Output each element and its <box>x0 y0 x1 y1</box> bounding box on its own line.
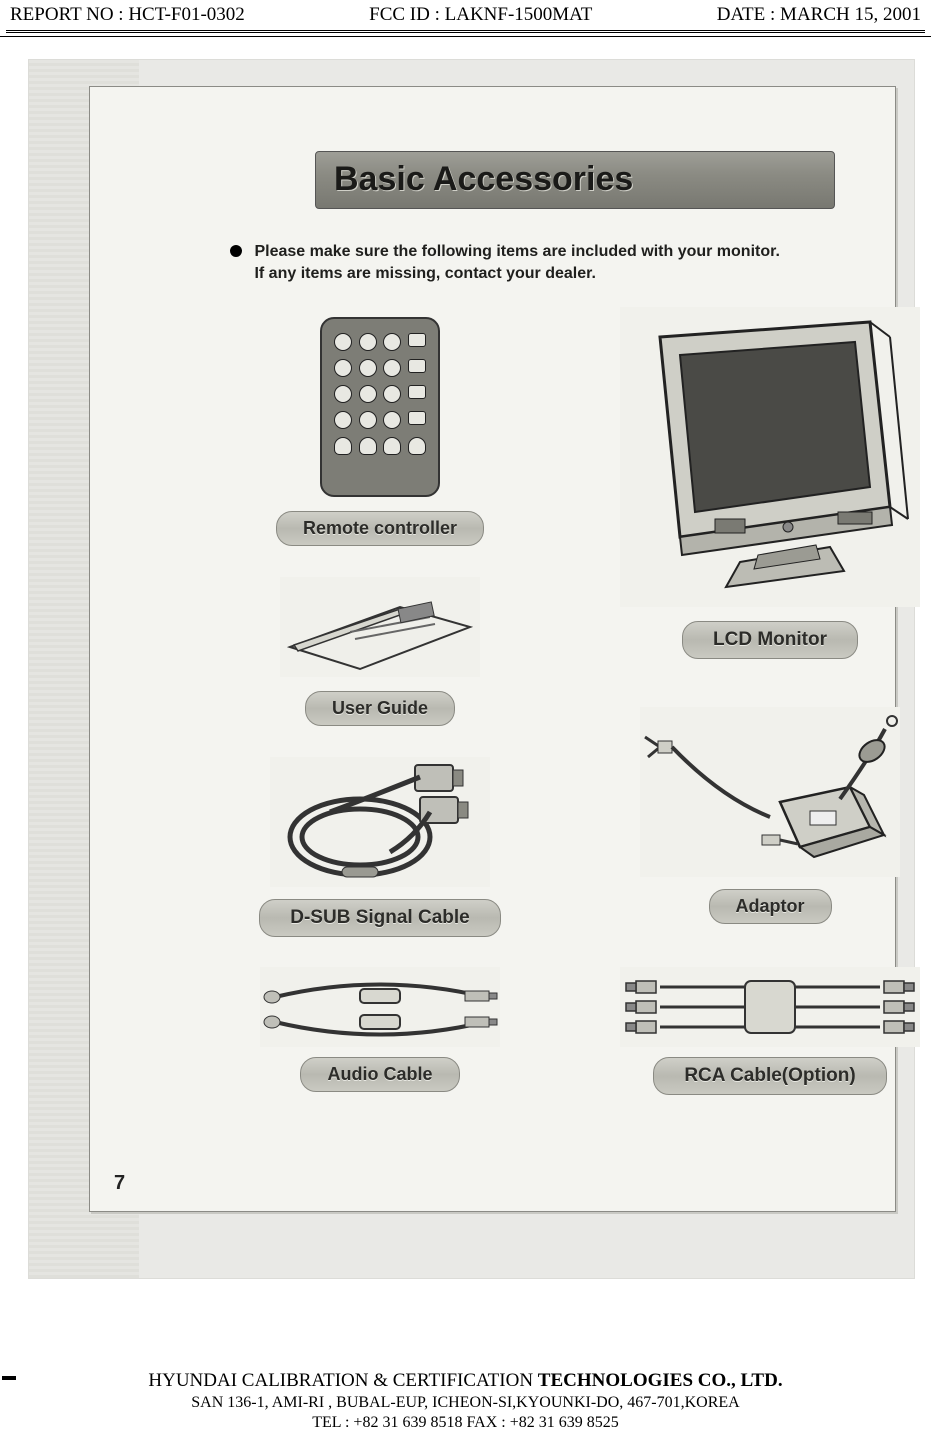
footer-line-3: TEL : +82 31 639 8518 FAX : +82 31 639 8… <box>0 1414 931 1432</box>
intro-text: Please make sure the following items are… <box>230 241 845 284</box>
label-monitor: LCD Monitor <box>682 621 858 659</box>
label-adaptor: Adaptor <box>709 889 832 924</box>
rca-cable-icon <box>620 967 920 1047</box>
report-no: REPORT NO : HCT-F01-0302 <box>10 4 245 26</box>
remote-controller-icon <box>320 317 440 497</box>
label-user-guide: User Guide <box>305 691 455 726</box>
manual-page: Basic Accessories Please make sure the f… <box>89 86 896 1212</box>
lcd-monitor-icon <box>620 307 920 607</box>
item-remote: Remote controller <box>230 317 530 546</box>
label-rca: RCA Cable(Option) <box>653 1057 886 1095</box>
label-remote: Remote controller <box>276 511 484 546</box>
label-audio: Audio Cable <box>300 1057 459 1092</box>
footer-line-2: SAN 136-1, AMI-RI , BUBAL-EUP, ICHEON-SI… <box>0 1394 931 1412</box>
item-dsub: D-SUB Signal Cable <box>230 757 530 937</box>
report-date: DATE : MARCH 15, 2001 <box>717 4 921 26</box>
report-footer: HYUNDAI CALIBRATION & CERTIFICATION TECH… <box>0 1370 931 1432</box>
audio-cable-icon <box>260 967 500 1047</box>
fcc-id: FCC ID : LAKNF-1500MAT <box>369 4 592 26</box>
intro-line-2: If any items are missing, contact your d… <box>254 265 595 282</box>
scanned-page-area: Initial Preparations Basic Accessories P… <box>28 59 915 1279</box>
page-title: Basic Accessories <box>316 152 834 207</box>
label-dsub: D-SUB Signal Cable <box>259 899 500 937</box>
title-band: Basic Accessories <box>315 151 835 209</box>
accessories-grid: Remote controller User Guide <box>230 317 855 1151</box>
item-monitor: LCD Monitor <box>600 307 931 659</box>
item-adaptor: Adaptor <box>600 707 931 924</box>
item-user-guide: User Guide <box>230 577 530 726</box>
footer-line-1: HYUNDAI CALIBRATION & CERTIFICATION TECH… <box>0 1370 931 1392</box>
intro-line-1: Please make sure the following items are… <box>254 243 779 260</box>
user-guide-icon <box>280 577 480 677</box>
footer-prefix: HYUNDAI CALIBRATION & CERTIFICATION <box>148 1370 537 1391</box>
item-audio: Audio Cable <box>230 967 530 1092</box>
dsub-cable-icon <box>270 757 490 887</box>
footer-company: TECHNOLOGIES CO., LTD. <box>538 1370 783 1391</box>
bullet-icon <box>230 245 242 257</box>
report-header: REPORT NO : HCT-F01-0302 FCC ID : LAKNF-… <box>0 0 931 28</box>
item-rca: RCA Cable(Option) <box>600 967 931 1095</box>
page-number: 7 <box>114 1172 125 1195</box>
adaptor-icon <box>640 707 900 877</box>
header-rule <box>6 30 925 34</box>
